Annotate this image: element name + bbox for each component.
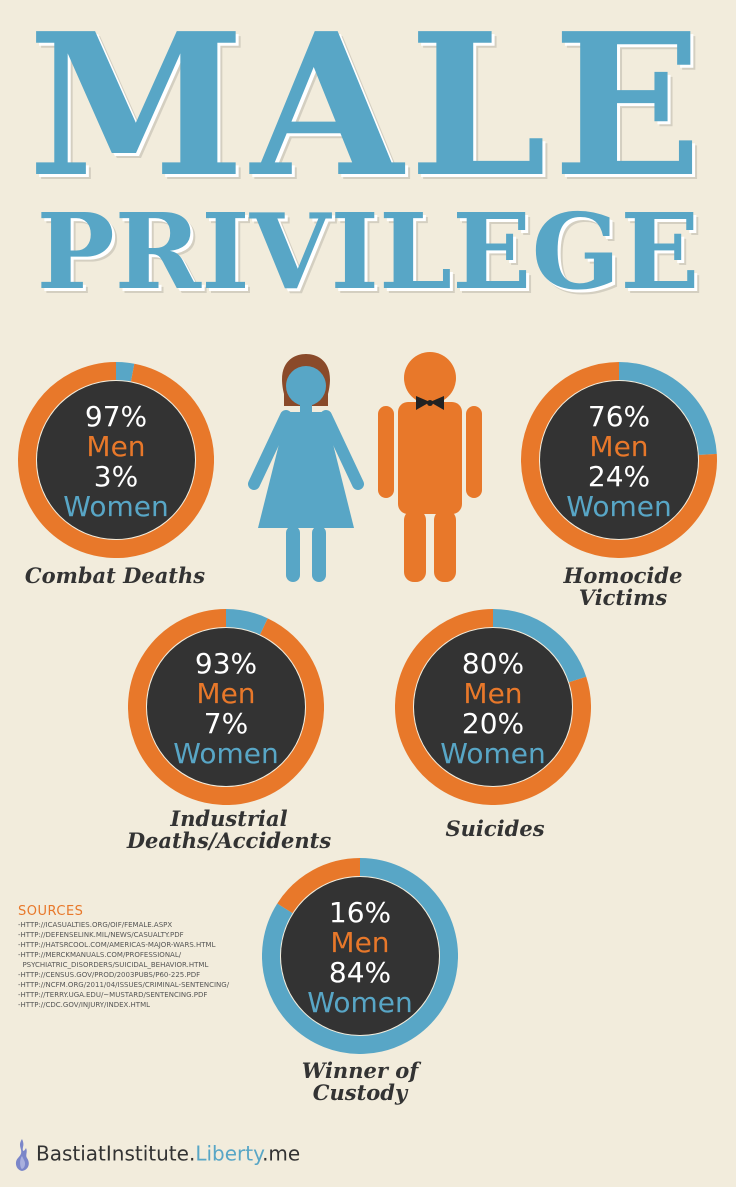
men-percentage: 16% (328, 896, 392, 929)
men-percentage: 93% (194, 647, 258, 680)
footer-site-name: BastiatInstitute. (36, 1141, 196, 1166)
donut-center (414, 628, 572, 786)
men-label: Men (589, 430, 649, 463)
source-link[interactable]: -HTTP://CDC.GOV/INJURY/INDEX.HTML (18, 1001, 151, 1009)
men-slice (277, 858, 361, 914)
donut-suicides: 80% Men 20% Women (395, 609, 591, 805)
donut-industrial-deaths: 93% Men 7% Women (128, 609, 324, 805)
source-link[interactable]: -HTTP://MERCKMANUALS.COM/PROFESSIONAL/ (18, 951, 182, 959)
donut-center (281, 877, 439, 1035)
donut-homocide-victims: 76% Men 24% Women (521, 362, 717, 558)
women-slice (115, 362, 135, 382)
sources-block: SOURCES -HTTP://ICASUALTIES.ORG/OIF/FEMA… (18, 904, 268, 1010)
source-link[interactable]: -HTTP://CENSUS.GOV/PROD/2003PUBS/P60-225… (18, 971, 201, 979)
title-male: MALE (27, 0, 709, 221)
caption-combat-deaths: Combat Deaths (24, 563, 206, 588)
men-percentage: 97% (84, 400, 148, 433)
donut-center (540, 381, 698, 539)
title-privilege: PRIVILEGE (36, 190, 700, 313)
women-label: Women (173, 737, 279, 770)
men-label: Men (330, 926, 390, 959)
source-link[interactable]: -HTTP://ICASUALTIES.ORG/OIF/FEMALE.ASPX (18, 921, 173, 929)
women-percentage: 24% (587, 460, 651, 493)
women-percentage: 7% (203, 707, 249, 740)
flame-logo-icon (15, 1139, 29, 1171)
footer-liberty: Liberty (195, 1141, 263, 1166)
woman-icon (248, 354, 364, 582)
sources-heading: SOURCES (18, 904, 84, 919)
men-label: Men (196, 677, 256, 710)
women-slice (225, 609, 268, 635)
donut-winner-of-custody: 16% Men 84% Women (262, 858, 458, 1054)
men-label: Men (86, 430, 146, 463)
women-slice (492, 609, 587, 683)
women-label: Women (440, 737, 546, 770)
donut-combat-deaths: 97% Men 3% Women (18, 362, 214, 558)
women-label: Women (307, 986, 413, 1019)
caption-line-2: Deaths/Accidents (126, 828, 332, 853)
women-percentage: 20% (461, 707, 525, 740)
source-link[interactable]: -HTTP://NCFM.ORG/2011/04/ISSUES/CRIMINAL… (18, 981, 230, 989)
caption-line-2: Custody (312, 1080, 408, 1105)
source-link[interactable]: -HTTP://HATSRCOOL.COM/AMERICAS-MAJOR-WAR… (18, 941, 216, 949)
source-link[interactable]: -HTTP://DEFENSELINK.MIL/NEWS/CASUALTY.PD… (18, 931, 184, 939)
men-slice (521, 362, 717, 558)
gender-figures (248, 352, 482, 582)
women-label: Women (63, 490, 169, 523)
source-link[interactable]: PSYCHIATRIC_DISORDERS/SUICIDAL_BEHAVIOR.… (18, 961, 209, 969)
men-slice (128, 609, 324, 805)
caption-industrial-deaths: Industrial Deaths/Accidents (118, 808, 340, 852)
women-percentage: 84% (328, 956, 392, 989)
women-label: Women (566, 490, 672, 523)
donut-center (147, 628, 305, 786)
caption-suicides: Suicides (445, 816, 545, 841)
source-link[interactable]: -HTTP://TERRY.UGA.EDU/~MUSTARD/SENTENCIN… (18, 991, 208, 999)
men-label: Men (463, 677, 523, 710)
caption-line-1: Winner of (301, 1058, 419, 1083)
men-percentage: 76% (587, 400, 651, 433)
men-slice (18, 362, 214, 558)
caption-line-1: Industrial (170, 806, 288, 831)
man-icon (378, 352, 482, 582)
men-percentage: 80% (461, 647, 525, 680)
footer-domain: .me (262, 1141, 301, 1166)
women-percentage: 3% (93, 460, 139, 493)
caption-winner-of-custody: Winner of Custody (262, 1060, 458, 1104)
women-slice (618, 362, 717, 456)
footer-branding: BastiatInstitute.Liberty.me (12, 1138, 300, 1172)
caption-homocide-victims: Homocide Victims (563, 563, 683, 610)
women-slice (262, 858, 458, 1054)
donut-center (37, 381, 195, 539)
men-slice (395, 609, 591, 805)
